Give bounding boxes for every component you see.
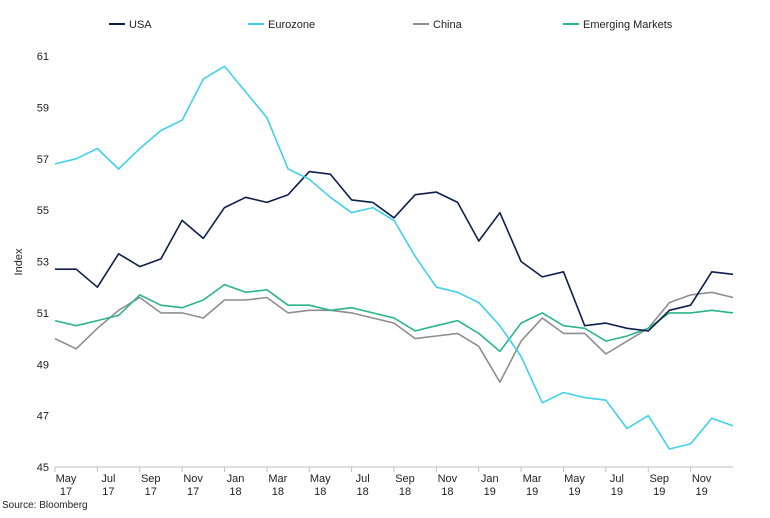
x-tick-label-year: 17 <box>102 486 114 498</box>
y-tick-label: 45 <box>37 462 49 474</box>
x-tick-label-month: Sep <box>395 473 415 485</box>
y-tick-label: 59 <box>37 102 49 114</box>
x-tick-label-month: Nov <box>183 473 203 485</box>
x-tick-label-year: 18 <box>399 486 411 498</box>
y-tick-label: 47 <box>37 411 49 423</box>
y-tick-label: 55 <box>37 205 49 217</box>
y-axis: 45 47 49 51 53 55 57 59 61 <box>37 51 49 474</box>
series-line-china <box>54 291 734 384</box>
x-tick-label-month: May <box>56 473 77 485</box>
legend-label: USA <box>129 19 152 31</box>
y-tick-label: 49 <box>37 359 49 371</box>
x-tick-label-month: Sep <box>649 473 669 485</box>
legend: USA Eurozone China Emerging Markets <box>109 19 673 31</box>
x-tick-label-month: May <box>310 473 331 485</box>
x-tick-label-month: Jul <box>356 473 370 485</box>
series-line-emerging-markets <box>54 283 734 353</box>
x-tick-label-year: 17 <box>145 486 157 498</box>
x-tick-label-year: 19 <box>526 486 538 498</box>
x-tick-label-month: Mar <box>268 473 287 485</box>
x-tick-label-month: Sep <box>141 473 161 485</box>
x-tick-label-month: Jan <box>481 473 499 485</box>
x-tick-label-month: Nov <box>692 473 712 485</box>
x-tick-label-year: 17 <box>60 486 72 498</box>
legend-label: China <box>433 19 463 31</box>
x-tick-label-year: 18 <box>229 486 241 498</box>
x-tick-label-year: 18 <box>314 486 326 498</box>
x-tick-label-year: 17 <box>187 486 199 498</box>
y-tick-label: 53 <box>37 257 49 269</box>
series-line-usa <box>55 170 734 332</box>
x-tick-label-month: May <box>564 473 585 485</box>
series-line-eurozone <box>54 65 734 450</box>
legend-label: Emerging Markets <box>583 19 673 31</box>
y-tick-label: 61 <box>37 51 49 63</box>
x-tick-label-year: 19 <box>484 486 496 498</box>
x-tick-label-month: Mar <box>523 473 542 485</box>
source-note: Source: Bloomberg <box>2 500 88 511</box>
x-tick-label-month: Jul <box>101 473 115 485</box>
x-tick-label-month: Jan <box>227 473 245 485</box>
x-tick-label-year: 18 <box>272 486 284 498</box>
x-tick-label-year: 19 <box>611 486 623 498</box>
x-tick-label-year: 18 <box>357 486 369 498</box>
x-tick-label-year: 19 <box>696 486 708 498</box>
legend-label: Eurozone <box>268 19 315 31</box>
x-tick-label-month: Jul <box>610 473 624 485</box>
y-tick-label: 51 <box>37 308 49 320</box>
y-axis-label: Index <box>13 248 25 275</box>
y-tick-label: 57 <box>37 154 49 166</box>
plot-area <box>54 65 734 450</box>
x-tick-label-year: 19 <box>653 486 665 498</box>
x-axis: May17Jul17Sep17Nov17Jan18Mar18May18Jul18… <box>54 466 733 498</box>
x-tick-label-year: 19 <box>568 486 580 498</box>
x-tick-label-year: 18 <box>441 486 453 498</box>
x-tick-label-month: Nov <box>438 473 458 485</box>
